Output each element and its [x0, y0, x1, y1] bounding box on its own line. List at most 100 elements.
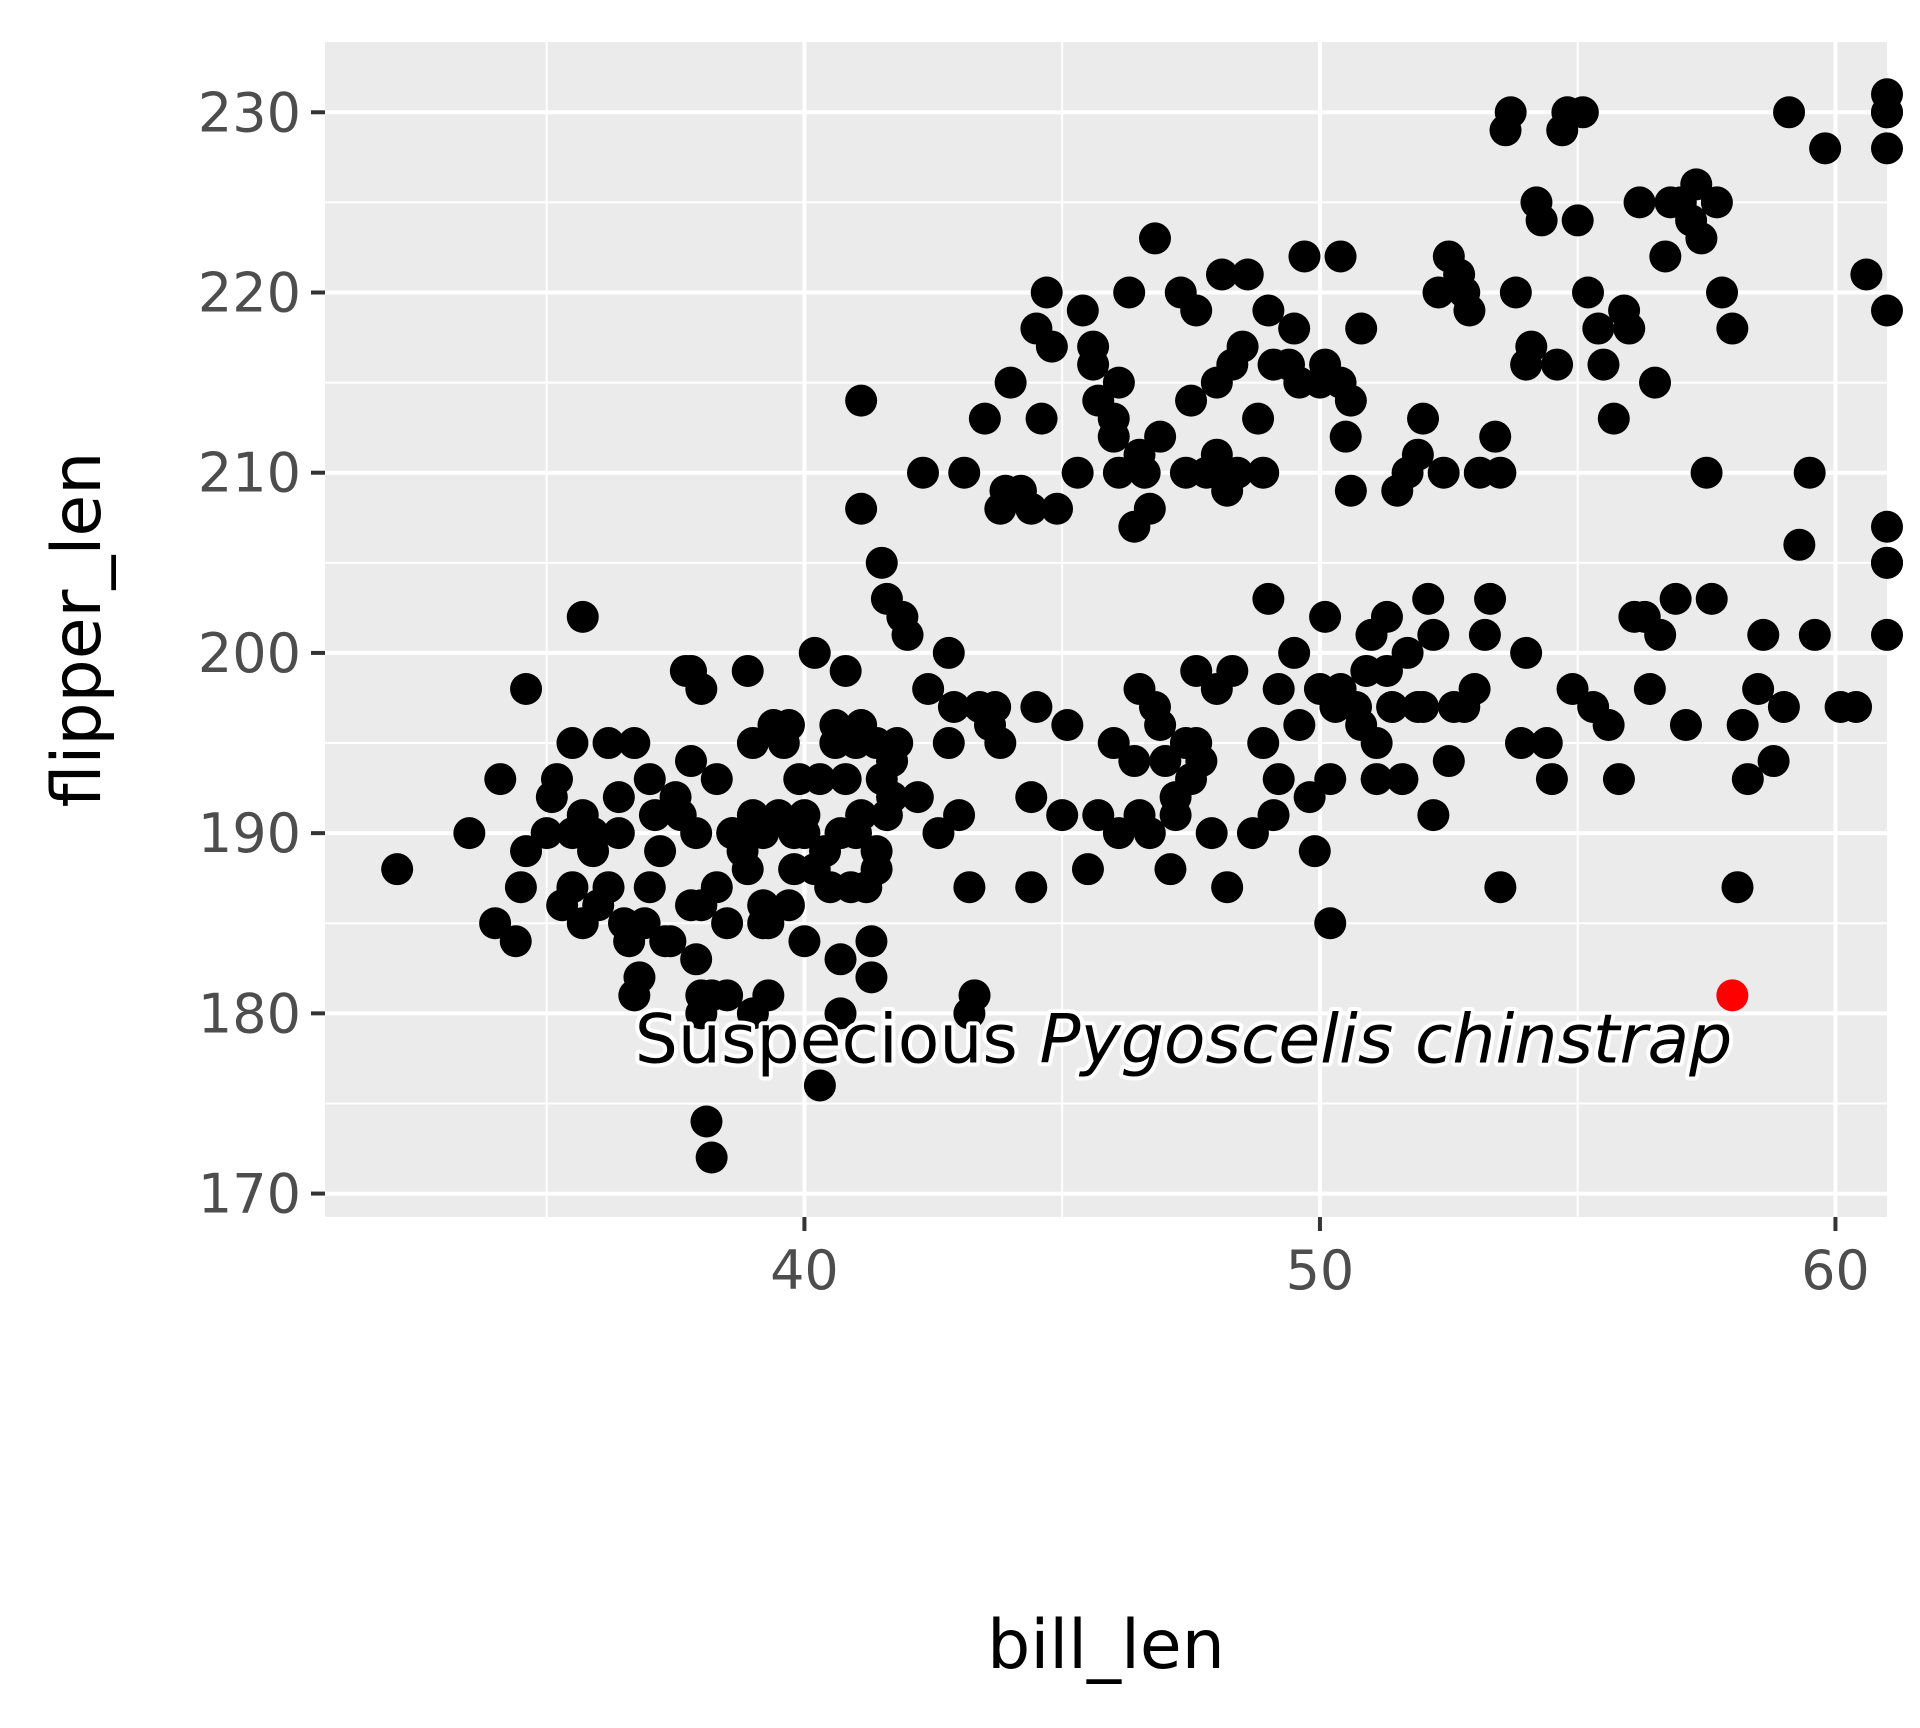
data-point	[1793, 456, 1826, 489]
data-point	[1566, 96, 1599, 129]
data-point	[1283, 709, 1316, 742]
data-point	[1530, 727, 1563, 760]
data-point	[1113, 276, 1146, 309]
data-point	[510, 835, 543, 868]
data-point	[948, 456, 981, 489]
data-point	[711, 907, 744, 940]
data-point	[1185, 745, 1218, 778]
data-point	[906, 456, 939, 489]
data-point	[736, 817, 769, 850]
data-point	[1726, 709, 1759, 742]
data-point	[1561, 204, 1594, 237]
data-point	[623, 961, 656, 994]
y-tick-label: 200	[198, 622, 301, 685]
data-point	[1401, 438, 1434, 471]
data-point	[685, 672, 718, 705]
data-point	[1102, 817, 1135, 850]
data-point	[1871, 294, 1903, 327]
data-point	[1417, 799, 1450, 832]
data-point	[1020, 690, 1053, 723]
data-point	[1721, 871, 1754, 904]
data-point	[824, 817, 857, 850]
annotation-italic-text: Pygoscelis chinstrap	[1039, 1000, 1732, 1079]
data-point	[1731, 763, 1764, 796]
data-point	[695, 1141, 728, 1174]
data-point	[540, 763, 573, 796]
data-point	[1242, 402, 1275, 435]
data-point	[1453, 294, 1486, 327]
data-point	[1680, 168, 1713, 201]
data-point	[633, 871, 666, 904]
data-point	[1499, 276, 1532, 309]
data-point	[556, 871, 589, 904]
data-point	[1097, 727, 1130, 760]
data-point	[1262, 672, 1295, 705]
highlight-point	[1716, 979, 1749, 1012]
data-point	[1334, 384, 1367, 417]
data-point	[1030, 276, 1063, 309]
data-points	[381, 78, 1903, 1174]
data-point	[1587, 348, 1620, 381]
data-point	[824, 943, 857, 976]
data-point	[1597, 402, 1630, 435]
data-point	[484, 763, 517, 796]
data-point	[1541, 348, 1574, 381]
data-point	[680, 817, 713, 850]
data-point	[1025, 402, 1058, 435]
data-point	[1278, 312, 1311, 345]
data-point	[1102, 456, 1135, 489]
data-point	[638, 799, 671, 832]
data-point	[994, 366, 1027, 399]
data-point	[1200, 438, 1233, 471]
data-point	[1226, 330, 1259, 363]
data-point	[1474, 582, 1507, 615]
data-point	[1195, 817, 1228, 850]
data-point	[602, 817, 635, 850]
data-point	[1773, 96, 1806, 129]
data-point	[1138, 690, 1171, 723]
data-point	[1128, 456, 1161, 489]
y-axis: 170 180 190 200 210 220 230	[198, 81, 325, 1226]
data-point	[958, 979, 991, 1012]
data-point	[1221, 456, 1254, 489]
data-point	[1334, 474, 1367, 507]
data-point	[1742, 672, 1775, 705]
highlight-point-layer	[1716, 979, 1749, 1012]
data-point	[695, 979, 728, 1012]
data-point	[654, 925, 687, 958]
data-point	[1840, 690, 1873, 723]
data-point	[1767, 690, 1800, 723]
data-point	[1288, 240, 1321, 273]
annotation-label: Suspecious Pygoscelis chinstrap	[635, 1000, 1733, 1079]
data-point	[1144, 420, 1177, 453]
data-point	[1437, 690, 1470, 723]
data-point	[1386, 763, 1419, 796]
data-point	[1484, 871, 1517, 904]
y-tick-label: 180	[198, 982, 301, 1045]
data-point	[772, 889, 805, 922]
data-point	[1376, 690, 1409, 723]
data-point	[685, 889, 718, 922]
data-point	[1149, 745, 1182, 778]
data-point	[829, 763, 862, 796]
data-point	[1468, 618, 1501, 651]
data-point	[1340, 690, 1373, 723]
data-point	[1205, 258, 1238, 291]
data-point	[1412, 582, 1445, 615]
data-point	[1871, 546, 1903, 579]
data-point	[855, 925, 888, 958]
data-point	[922, 817, 955, 850]
data-point	[1252, 294, 1285, 327]
data-point	[1515, 330, 1548, 363]
x-tick-label: 50	[1286, 1239, 1355, 1302]
data-point	[1051, 709, 1084, 742]
data-point	[979, 690, 1012, 723]
data-point	[1783, 528, 1816, 561]
data-point	[1401, 690, 1434, 723]
data-point	[1298, 835, 1331, 868]
data-point	[592, 727, 625, 760]
data-point	[1015, 781, 1048, 814]
data-point	[1850, 258, 1883, 291]
y-tick-label: 170	[198, 1163, 301, 1226]
y-axis-title: flipper_len	[38, 452, 117, 808]
